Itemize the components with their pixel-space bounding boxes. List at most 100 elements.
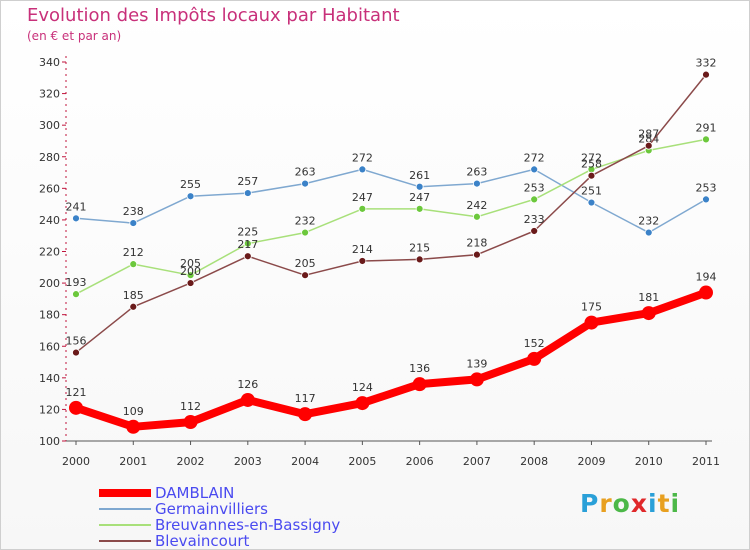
data-label: 233 bbox=[524, 213, 545, 226]
x-tick-label: 2007 bbox=[463, 455, 491, 468]
data-label: 152 bbox=[524, 337, 545, 350]
data-point bbox=[358, 257, 367, 265]
data-label: 215 bbox=[409, 241, 430, 254]
data-point bbox=[72, 214, 80, 223]
legend-label: Germainvilliers bbox=[155, 500, 268, 518]
data-point bbox=[641, 306, 656, 321]
data-label: 232 bbox=[638, 215, 659, 228]
data-label: 136 bbox=[409, 362, 430, 375]
data-point bbox=[298, 407, 313, 422]
data-label: 156 bbox=[66, 335, 87, 348]
data-label: 139 bbox=[466, 357, 487, 370]
y-tick-label: 300 bbox=[39, 119, 60, 132]
data-point bbox=[301, 228, 309, 237]
legend-swatch bbox=[99, 540, 151, 542]
data-point bbox=[301, 179, 309, 188]
data-point bbox=[530, 165, 539, 174]
legend-swatch bbox=[99, 508, 151, 510]
y-tick-label: 240 bbox=[39, 214, 60, 227]
data-point bbox=[129, 219, 138, 227]
data-point bbox=[584, 315, 599, 330]
data-label: 272 bbox=[524, 151, 545, 164]
data-point bbox=[186, 271, 195, 280]
data-label: 225 bbox=[237, 226, 258, 239]
data-point bbox=[469, 372, 484, 387]
data-label: 253 bbox=[524, 181, 545, 194]
data-label: 205 bbox=[295, 257, 316, 270]
series-line-damblain bbox=[74, 288, 708, 431]
data-point bbox=[69, 400, 83, 415]
data-point bbox=[587, 171, 596, 180]
y-tick-label: 320 bbox=[39, 88, 60, 101]
data-point bbox=[527, 351, 542, 366]
data-point bbox=[243, 189, 252, 197]
y-tick-label: 180 bbox=[39, 309, 60, 322]
data-point bbox=[243, 252, 252, 261]
x-tick-label: 2001 bbox=[119, 455, 147, 468]
data-label: 193 bbox=[66, 276, 87, 289]
data-point bbox=[126, 419, 141, 434]
data-label: 181 bbox=[638, 291, 659, 304]
x-tick-label: 2002 bbox=[177, 455, 205, 468]
data-point bbox=[186, 279, 195, 287]
data-label: 218 bbox=[466, 237, 487, 250]
legend-label: Breuvannes-en-Bassigny bbox=[155, 516, 341, 534]
x-tick-label: 2000 bbox=[62, 455, 90, 468]
data-label: 255 bbox=[180, 178, 201, 191]
data-point bbox=[72, 348, 80, 357]
data-label: 257 bbox=[237, 175, 258, 188]
x-tick-label: 2009 bbox=[577, 455, 605, 468]
data-point bbox=[415, 182, 424, 191]
data-label: 200 bbox=[180, 265, 201, 278]
data-point bbox=[301, 271, 309, 280]
x-tick-label: 2005 bbox=[348, 455, 376, 468]
y-tick-label: 160 bbox=[39, 340, 60, 353]
data-label: 238 bbox=[123, 205, 144, 218]
data-point bbox=[702, 135, 710, 144]
x-tick-label: 2003 bbox=[234, 455, 262, 468]
x-tick-label: 2004 bbox=[291, 455, 319, 468]
data-point bbox=[644, 228, 653, 237]
x-tick-label: 2010 bbox=[635, 455, 663, 468]
data-point bbox=[240, 392, 255, 407]
data-label: 241 bbox=[66, 200, 87, 213]
data-label: 232 bbox=[295, 215, 316, 228]
data-label: 175 bbox=[581, 301, 602, 314]
data-point bbox=[358, 204, 367, 213]
data-point bbox=[355, 396, 370, 411]
y-tick-label: 200 bbox=[39, 277, 60, 290]
data-point bbox=[702, 70, 710, 79]
data-point bbox=[72, 290, 80, 299]
data-label: 272 bbox=[352, 151, 373, 164]
chart-title: Evolution des Impôts locaux par Habitant bbox=[27, 5, 400, 26]
data-label: 247 bbox=[352, 191, 373, 204]
data-point bbox=[415, 255, 424, 264]
x-tick-label: 2011 bbox=[692, 455, 720, 468]
data-label: 263 bbox=[295, 166, 316, 179]
data-label: 253 bbox=[696, 181, 717, 194]
data-label: 109 bbox=[123, 405, 144, 418]
x-tick-label: 2006 bbox=[406, 455, 434, 468]
data-label: 261 bbox=[409, 169, 430, 182]
data-label: 251 bbox=[581, 185, 602, 198]
legend-label: DAMBLAIN bbox=[155, 484, 235, 502]
data-point bbox=[699, 285, 713, 300]
data-point bbox=[530, 227, 539, 235]
data-point bbox=[473, 250, 481, 259]
data-point bbox=[358, 165, 367, 174]
data-label: 284 bbox=[638, 132, 659, 145]
y-tick-label: 280 bbox=[39, 151, 60, 164]
series-line-breuvannes-en-bassigny bbox=[75, 138, 707, 295]
data-point bbox=[412, 377, 427, 392]
legend-swatch bbox=[99, 524, 151, 526]
data-label: 194 bbox=[696, 271, 717, 284]
data-point bbox=[530, 195, 539, 204]
y-tick-label: 120 bbox=[39, 403, 60, 416]
data-point bbox=[702, 195, 710, 204]
chart-subtitle: (en € et par an) bbox=[27, 29, 122, 43]
y-tick-label: 260 bbox=[39, 182, 60, 195]
data-point bbox=[415, 204, 424, 213]
data-label: 287 bbox=[638, 128, 659, 141]
data-point bbox=[473, 179, 481, 188]
